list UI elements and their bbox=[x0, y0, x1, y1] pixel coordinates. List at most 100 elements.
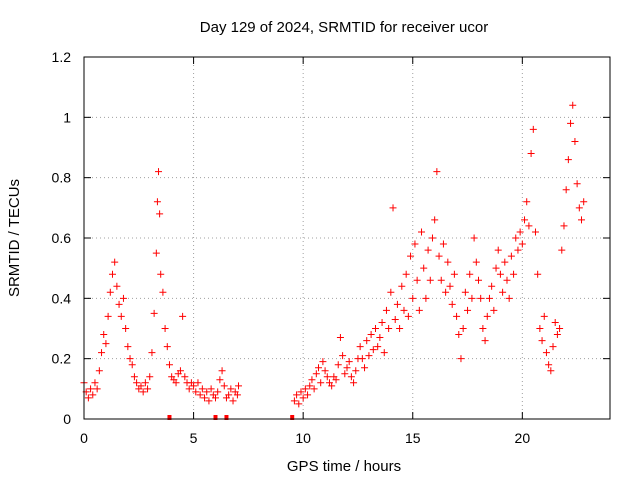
data-point bbox=[144, 385, 152, 393]
data-point bbox=[426, 276, 434, 284]
data-point bbox=[376, 334, 384, 342]
x-tick-label: 0 bbox=[80, 430, 88, 446]
x-tick-label: 20 bbox=[515, 430, 531, 446]
data-point bbox=[393, 300, 401, 308]
data-point bbox=[233, 391, 241, 399]
data-point bbox=[299, 394, 307, 402]
data-point bbox=[84, 394, 92, 402]
data-point bbox=[396, 325, 404, 332]
data-point bbox=[382, 306, 390, 314]
data-point bbox=[117, 312, 125, 320]
data-point bbox=[446, 282, 454, 290]
data-point bbox=[159, 288, 167, 296]
data-point bbox=[102, 340, 110, 348]
data-point bbox=[523, 198, 531, 206]
data-point bbox=[192, 388, 200, 396]
data-point bbox=[503, 276, 511, 284]
data-point bbox=[218, 367, 226, 375]
data-point bbox=[472, 258, 480, 266]
data-point bbox=[418, 228, 426, 236]
data-point bbox=[488, 282, 496, 290]
y-tick-label: 1 bbox=[63, 109, 71, 125]
data-point bbox=[536, 325, 544, 332]
data-point bbox=[106, 288, 114, 296]
data-point bbox=[453, 312, 461, 320]
data-point bbox=[91, 379, 99, 387]
data-point bbox=[207, 385, 215, 393]
data-point bbox=[176, 367, 184, 375]
data-point bbox=[137, 382, 145, 390]
data-point bbox=[477, 294, 485, 302]
data-point bbox=[319, 358, 327, 366]
data-point bbox=[152, 249, 160, 257]
data-point bbox=[424, 246, 432, 254]
data-point bbox=[201, 394, 209, 402]
data-point bbox=[301, 385, 309, 393]
data-point bbox=[341, 370, 349, 378]
rug-marker bbox=[167, 415, 172, 420]
y-tick-label: 1.2 bbox=[52, 49, 72, 65]
data-point bbox=[212, 394, 219, 402]
y-axis-label: SRMTID / TECUs bbox=[6, 179, 23, 297]
data-point bbox=[578, 216, 586, 224]
data-point bbox=[499, 288, 507, 296]
y-tick-label: 0.8 bbox=[52, 170, 72, 186]
data-point bbox=[293, 391, 301, 399]
data-point bbox=[190, 382, 198, 390]
data-point bbox=[527, 150, 535, 158]
data-point bbox=[141, 379, 149, 387]
data-point bbox=[464, 306, 472, 314]
data-point bbox=[428, 234, 436, 242]
data-point bbox=[501, 258, 509, 266]
data-point bbox=[538, 337, 546, 345]
data-point bbox=[139, 388, 147, 396]
data-point bbox=[466, 270, 474, 278]
data-point bbox=[470, 234, 478, 242]
data-point bbox=[115, 300, 123, 308]
data-point bbox=[104, 312, 112, 320]
data-point bbox=[378, 318, 386, 326]
data-point bbox=[198, 385, 206, 393]
data-point bbox=[196, 391, 204, 399]
data-point bbox=[516, 228, 524, 236]
data-point bbox=[558, 246, 566, 254]
data-point bbox=[133, 379, 141, 387]
data-point bbox=[468, 294, 476, 302]
data-point bbox=[479, 325, 487, 332]
data-point bbox=[113, 282, 121, 290]
data-point bbox=[545, 361, 553, 369]
data-point bbox=[490, 306, 498, 314]
data-point bbox=[402, 270, 410, 278]
data-point bbox=[444, 258, 452, 266]
data-point bbox=[435, 252, 443, 260]
data-point bbox=[496, 270, 504, 278]
data-point bbox=[350, 379, 358, 387]
data-point bbox=[431, 216, 439, 224]
data-point bbox=[124, 343, 132, 351]
data-point bbox=[157, 270, 165, 278]
data-point bbox=[512, 234, 520, 242]
rug-marker bbox=[213, 415, 218, 420]
data-point bbox=[514, 246, 522, 254]
data-point bbox=[560, 222, 568, 230]
data-point bbox=[214, 388, 222, 396]
data-point bbox=[332, 376, 340, 384]
data-point bbox=[374, 343, 382, 351]
data-point bbox=[542, 349, 550, 357]
data-point bbox=[391, 315, 399, 323]
data-point bbox=[122, 325, 130, 332]
data-point bbox=[518, 240, 526, 248]
data-point bbox=[156, 210, 164, 218]
data-point bbox=[562, 186, 570, 194]
data-point bbox=[459, 325, 467, 332]
data-point bbox=[363, 337, 371, 345]
data-point bbox=[547, 367, 555, 375]
data-point bbox=[448, 300, 456, 308]
rug-marker bbox=[290, 415, 295, 420]
data-point bbox=[571, 137, 579, 145]
y-tick-label: 0 bbox=[63, 411, 71, 427]
data-point bbox=[347, 373, 355, 381]
data-point bbox=[573, 180, 581, 188]
